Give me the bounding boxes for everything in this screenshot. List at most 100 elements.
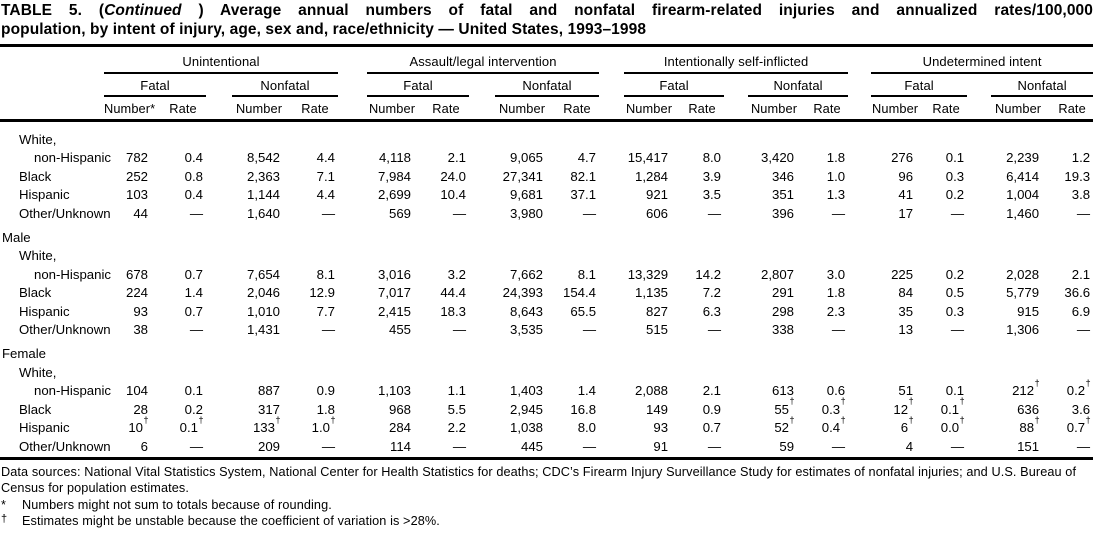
cell-gap — [338, 438, 367, 456]
cell-rate: 0.7 — [184, 303, 203, 319]
cell-gap — [967, 419, 991, 437]
cell-number: 887 — [257, 383, 280, 399]
cell-number: 291 — [772, 285, 795, 301]
cell-number: 1,004 — [1006, 187, 1040, 203]
cell-gap — [206, 303, 232, 321]
cell-rate: 0.1 — [945, 150, 965, 166]
cell-number: 7,662 — [509, 266, 543, 282]
cell-number: 9,065 — [509, 150, 543, 166]
cell-gap — [724, 382, 748, 400]
cell-rate: 0.8 — [184, 168, 203, 184]
cell-number: 1,010 — [246, 303, 280, 319]
cell-number: 7,984 — [377, 168, 411, 184]
cell-gap — [338, 284, 367, 302]
cell-gap — [599, 284, 624, 302]
cell-number: 28 — [133, 401, 148, 417]
table-row: Hispanic 103 0.4 1,144 4.4 2,699 10.4 9,681 37.1… — [0, 186, 1093, 204]
cell-rate: 8.1 — [577, 266, 597, 282]
cell-gap — [206, 321, 232, 339]
cell-rate: — — [1076, 205, 1091, 221]
fatal-nonfatal-header-row: Fatal Nonfatal Fatal Nonfatal Fatal Nonf… — [0, 73, 1093, 97]
cell-number: 2,415 — [377, 303, 411, 319]
cell-gap — [599, 419, 624, 437]
cell-gap — [848, 266, 871, 284]
group-gap — [599, 96, 625, 122]
cell-rate: 6.3 — [702, 303, 722, 319]
cell-rate: — — [831, 322, 846, 338]
pair-gap — [724, 73, 748, 96]
pair-gap — [967, 73, 991, 96]
group-gap — [338, 73, 367, 96]
label-column-spacer — [0, 73, 104, 96]
cell-number: 1,284 — [635, 168, 669, 184]
cell-number: 2,088 — [635, 383, 669, 399]
cell-rate: 10.4 — [440, 187, 466, 203]
cell-number: 2,945 — [509, 401, 543, 417]
cell-gap — [724, 205, 748, 223]
fatal-subheader: Fatal — [367, 73, 469, 97]
cell-number: 59 — [779, 438, 795, 454]
cell-gap — [206, 401, 232, 419]
row-label: Other/Unknown — [19, 438, 111, 454]
cell-number: 103 — [125, 187, 148, 203]
cell-number: 13,329 — [627, 266, 669, 282]
cell-number: 1,306 — [1006, 322, 1040, 338]
pair-gap — [469, 73, 495, 96]
cell-gap — [848, 438, 871, 456]
rate-column-header: Rate — [423, 96, 469, 122]
table-title-line2: population, by intent of injury, age, se… — [1, 21, 647, 38]
cell-rate: — — [707, 438, 722, 454]
cell-number: 351 — [772, 187, 795, 203]
group-gap — [848, 96, 872, 122]
cell-rate: 37.1 — [570, 187, 597, 203]
pair-gap — [724, 96, 749, 122]
footnotes: Data sources: National Vital Statistics … — [0, 464, 1093, 530]
cell-gap — [848, 401, 871, 419]
cell-rate: 3.2 — [447, 266, 466, 282]
table-row: non-Hispanic 104 0.1 887 0.9 1,103 1.1 1,403 1.4… — [0, 378, 1093, 400]
cell-gap — [724, 266, 748, 284]
cell-number: 1,038 — [509, 420, 543, 436]
cell-rate: — — [707, 205, 722, 221]
dagger-flag: † — [1034, 377, 1040, 388]
cell-rate: 1.8 — [826, 150, 846, 166]
table-body: White, non-Hispanic 782 0.4 8,542 4.4 4,118 2.1… — [0, 121, 1093, 456]
cell-rate: — — [950, 205, 965, 221]
dagger-flag: † — [840, 396, 846, 407]
cell-number: 114 — [389, 438, 411, 454]
cell-rate: — — [321, 205, 335, 221]
cell-rate: 4.4 — [316, 150, 335, 166]
data-table: Unintentional Assault/legal intervention… — [0, 54, 1093, 456]
cell-gap — [599, 438, 624, 456]
cell-number: 38 — [133, 322, 148, 338]
dagger-flag: † — [1085, 377, 1091, 388]
cell-number: 2,807 — [761, 266, 795, 282]
nonfatal-subheader: Nonfatal — [495, 73, 600, 97]
rate-column-header: Rate — [680, 96, 725, 122]
cell-rate: 1.0† — [311, 414, 336, 436]
cell-number: 636 — [1017, 401, 1040, 417]
cell-number: 51 — [898, 383, 914, 399]
cell-rate: 3.9 — [702, 168, 722, 184]
number-column-header: Number — [495, 96, 555, 122]
cell-gap — [469, 284, 495, 302]
group-gap — [338, 54, 367, 73]
cell-rate: 1.0 — [826, 168, 846, 184]
cell-rate: — — [831, 438, 846, 454]
cell-rate: 2.3 — [826, 303, 846, 319]
cell-gap — [724, 149, 748, 167]
cell-gap — [338, 266, 367, 284]
cell-gap — [599, 266, 624, 284]
number-column-header: Number — [748, 96, 807, 122]
cell-number: 104 — [125, 383, 148, 399]
cell-gap — [338, 149, 367, 167]
row-label: Other/Unknown — [19, 322, 111, 338]
cell-number: 3,420 — [761, 150, 795, 166]
number-column-header: Number* — [104, 96, 160, 122]
cell-rate: — — [831, 205, 846, 221]
dagger-flag: † — [275, 414, 281, 425]
cell-number: 515 — [646, 322, 669, 338]
table-row: non-Hispanic 782 0.4 8,542 4.4 4,118 2.1 9,065 4… — [0, 149, 1093, 167]
cell-number: 35 — [898, 303, 914, 319]
table-header: Unintentional Assault/legal intervention… — [0, 54, 1093, 122]
